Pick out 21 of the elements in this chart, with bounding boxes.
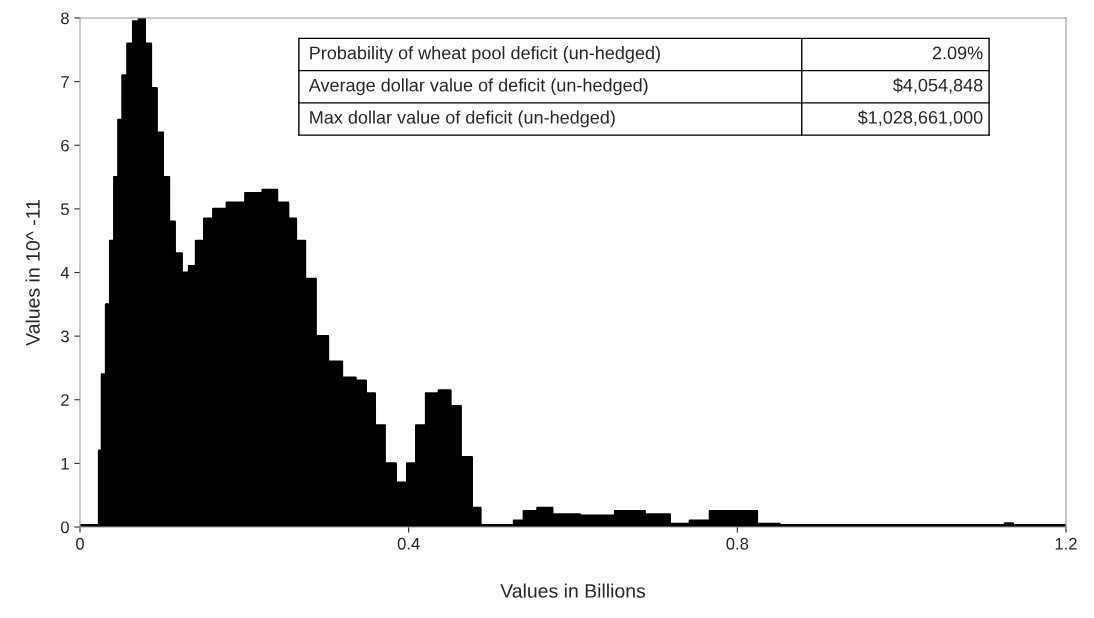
- x-tick-label: 0.4: [397, 537, 420, 550]
- x-axis-title: Values in Billions: [500, 583, 646, 598]
- annotation: Max dollar value of deficit (un-hedged): [310, 110, 615, 128]
- y-tick-label: 4: [60, 267, 70, 279]
- y-tick-label: 8: [61, 12, 69, 25]
- x-tick-label: 0.8: [726, 537, 749, 550]
- y-tick-label: 5: [60, 203, 69, 216]
- y-tick-label: 7: [61, 76, 69, 88]
- y-tick-label: 1: [61, 457, 69, 470]
- annotation: Probability of wheat pool deficit (un-hedged): [310, 46, 660, 63]
- y-tick-label: 3: [60, 330, 69, 343]
- x-tick-label: 1.2: [1055, 537, 1077, 550]
- annotation: $4,054,848: [893, 78, 983, 94]
- x-tick-label: 0: [76, 537, 84, 550]
- annotation: 2.09%: [932, 46, 983, 60]
- y-axis-title: Values in 10^ -11: [25, 200, 40, 346]
- y-tick-label: 6: [61, 139, 69, 152]
- y-tick-label: 0: [60, 521, 69, 534]
- annotation: Average dollar value of deficit (un-hedged): [308, 78, 648, 96]
- y-tick-label: 2: [61, 394, 69, 406]
- annotation: $1,028,661,000: [857, 110, 983, 126]
